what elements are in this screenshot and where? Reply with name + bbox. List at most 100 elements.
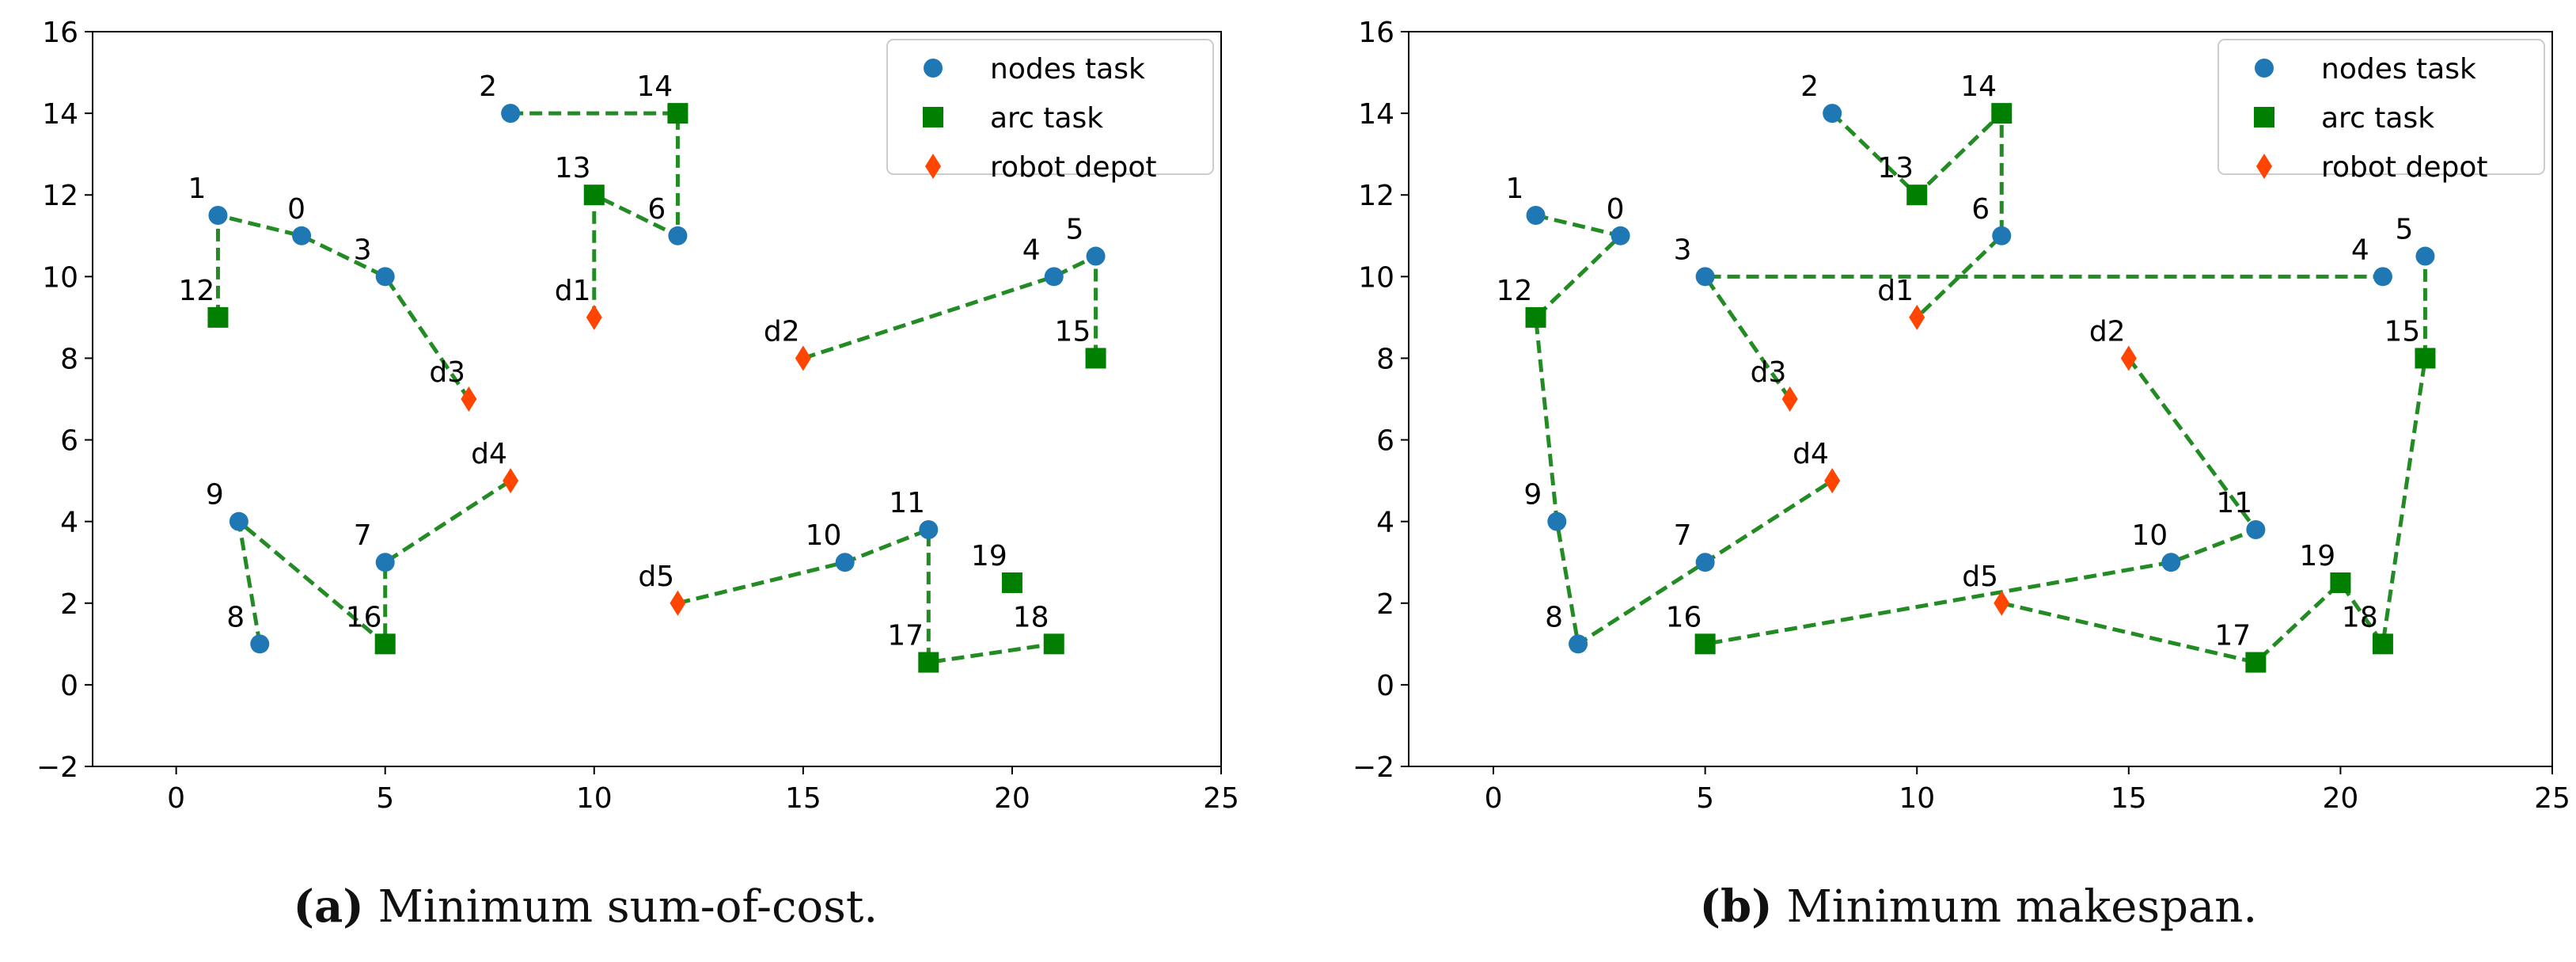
x-tick-label-a: 25 — [1203, 782, 1239, 815]
plot-frame-a — [92, 31, 1222, 767]
point-label-b-12: 12 — [1497, 275, 1533, 307]
y-tick-label-a: 14 — [42, 98, 78, 131]
point-label-b-d3: d3 — [1751, 356, 1787, 389]
point-label-b-6: 6 — [1971, 193, 1990, 226]
point-label-a-4: 4 — [1022, 234, 1041, 266]
point-label-b-1: 1 — [1506, 173, 1524, 205]
arc-marker-b-14 — [1991, 103, 2013, 124]
point-label-a-13: 13 — [555, 152, 591, 184]
route-b-2 — [1703, 274, 2383, 401]
depot-marker-b-d2 — [2120, 345, 2137, 371]
point-label-a-12: 12 — [178, 275, 214, 307]
plot-frame-b — [1408, 31, 2553, 767]
node-marker-a-9 — [229, 511, 248, 531]
legend-label-a-depot: robot depot — [990, 151, 1156, 184]
x-tick-label-b: 25 — [2534, 782, 2570, 815]
legend-label-b-node: nodes task — [2321, 53, 2476, 86]
route-b-3 — [1705, 356, 2258, 646]
node-marker-a-4 — [1044, 267, 1064, 287]
point-label-a-14: 14 — [636, 70, 673, 103]
arc-marker-a-16 — [374, 633, 396, 655]
arc-marker-a-19 — [1001, 572, 1022, 593]
depot-marker-a-d2 — [795, 345, 811, 371]
arc-marker-b-12 — [1525, 306, 1546, 328]
node-marker-b-6 — [1992, 226, 2012, 245]
caption-b-label: (b) — [1699, 880, 1773, 933]
x-tick-label-a: 10 — [576, 782, 613, 815]
point-label-a-1: 1 — [188, 173, 206, 205]
x-tick-label-b: 10 — [1899, 782, 1935, 815]
point-label-b-19: 19 — [2299, 540, 2335, 572]
y-tick-label-b: 0 — [1376, 670, 1394, 702]
y-tick-label-b: 2 — [1376, 588, 1394, 621]
point-label-a-2: 2 — [479, 70, 497, 103]
point-label-a-11: 11 — [889, 487, 925, 519]
y-tick-label-a: −2 — [36, 751, 78, 784]
depot-marker-b-d5 — [1994, 590, 2010, 616]
depot-marker-a-d1 — [586, 304, 602, 330]
y-tick-label-b: 16 — [1358, 17, 1394, 49]
point-label-a-15: 15 — [1055, 315, 1091, 348]
y-tick-label-a: 4 — [60, 507, 78, 539]
point-label-a-10: 10 — [806, 519, 842, 552]
point-label-a-d4: d4 — [471, 438, 507, 470]
node-marker-b-7 — [1695, 553, 1715, 572]
point-label-a-16: 16 — [346, 601, 382, 633]
depot-marker-b-d4 — [1824, 468, 1841, 494]
legend-label-a-node: nodes task — [990, 53, 1145, 86]
node-marker-b-11 — [2246, 519, 2266, 539]
point-label-b-16: 16 — [1666, 601, 1702, 633]
node-marker-b-9 — [1547, 511, 1567, 531]
y-tick-label-b: 12 — [1358, 180, 1394, 212]
point-label-b-d2: d2 — [2089, 315, 2126, 348]
point-label-b-d5: d5 — [1962, 561, 1998, 593]
arc-marker-a-14 — [667, 103, 689, 124]
caption-b-text: Minimum makespan. — [1786, 881, 2258, 933]
node-marker-a-11 — [919, 519, 939, 539]
y-tick-label-a: 6 — [60, 425, 78, 458]
point-label-a-5: 5 — [1066, 214, 1084, 246]
node-marker-a-8 — [250, 634, 270, 654]
legend-marker-b-depot — [2256, 154, 2272, 179]
point-label-a-3: 3 — [354, 234, 372, 266]
point-label-b-d1: d1 — [1877, 275, 1914, 307]
node-marker-b-10 — [2161, 553, 2181, 572]
x-tick-label-a: 15 — [785, 782, 821, 815]
y-tick-label-a: 8 — [60, 343, 78, 375]
route-a-0 — [215, 213, 471, 401]
point-label-a-8: 8 — [226, 601, 245, 633]
legend-label-b-depot: robot depot — [2321, 151, 2487, 184]
y-tick-label-b: 8 — [1376, 343, 1394, 375]
point-label-b-11: 11 — [2216, 487, 2252, 519]
point-label-b-10: 10 — [2131, 519, 2168, 552]
point-label-a-6: 6 — [647, 193, 666, 226]
point-label-a-d1: d1 — [555, 275, 591, 307]
node-marker-a-1 — [208, 206, 228, 225]
point-label-b-9: 9 — [1523, 479, 1542, 511]
point-label-b-d4: d4 — [1793, 438, 1829, 470]
point-label-a-d3: d3 — [429, 356, 465, 389]
route-a-4 — [677, 527, 1055, 665]
x-tick-label-a: 5 — [376, 782, 394, 815]
legend-box-a — [886, 39, 1214, 175]
legend-label-b-arc: arc task — [2321, 102, 2434, 135]
y-tick-label-b: 10 — [1358, 261, 1394, 294]
arc-marker-a-12 — [207, 306, 229, 328]
point-label-a-7: 7 — [354, 519, 372, 552]
node-marker-b-8 — [1569, 634, 1588, 654]
legend-marker-b-node — [2255, 59, 2274, 78]
y-tick-label-a: 16 — [42, 17, 78, 49]
x-tick-label-b: 20 — [2323, 782, 2359, 815]
point-label-a-0: 0 — [287, 193, 305, 226]
node-marker-a-2 — [501, 104, 521, 124]
node-marker-b-2 — [1823, 104, 1842, 124]
point-label-b-8: 8 — [1545, 601, 1563, 633]
point-label-b-15: 15 — [2384, 315, 2420, 348]
y-tick-label-b: 14 — [1358, 98, 1394, 131]
legend-marker-b-arc — [2254, 107, 2274, 127]
route-b-4 — [2001, 256, 2427, 665]
point-label-a-9: 9 — [206, 479, 224, 511]
y-tick-label-a: 2 — [60, 588, 78, 621]
point-label-b-2: 2 — [1800, 70, 1819, 103]
